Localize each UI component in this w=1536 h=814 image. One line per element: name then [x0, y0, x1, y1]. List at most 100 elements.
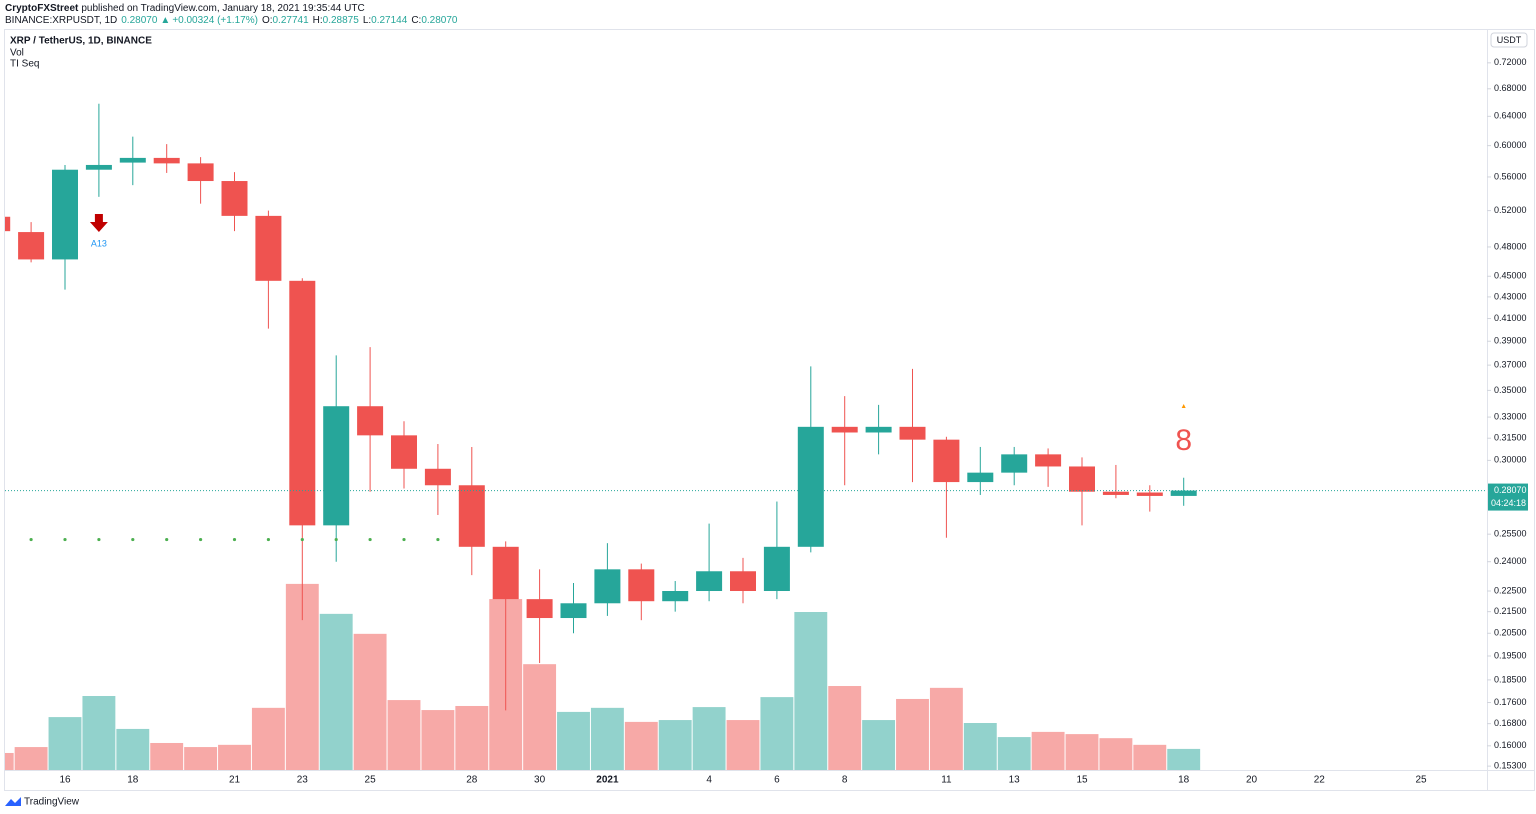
volume-bar — [387, 700, 421, 770]
candle-body — [1170, 490, 1197, 496]
sell-arrow — [89, 214, 108, 232]
td-support-dot — [266, 537, 270, 542]
x-tick-label: 20 — [1246, 775, 1258, 786]
volume-bar — [624, 721, 658, 770]
volume-bar — [14, 747, 48, 770]
candle-body — [1069, 466, 1095, 492]
candle-body — [5, 216, 11, 232]
y-tick-label: 0.45000 — [1494, 271, 1527, 281]
td-count-marker — [1181, 404, 1186, 408]
x-tick-label: 21 — [229, 775, 241, 786]
x-tick-label: 6 — [774, 775, 780, 786]
x-tick-label: 16 — [59, 775, 71, 786]
volume-bar — [184, 747, 218, 770]
y-tick-label: 0.16000 — [1494, 740, 1527, 750]
y-tick-label: 0.20500 — [1494, 628, 1527, 638]
candle-body — [119, 157, 146, 163]
candle-body — [357, 406, 384, 436]
quote-line: BINANCE:XRPUSDT, 1D 0.28070 ▲ +0.00324 (+1.… — [5, 15, 458, 26]
x-tick-label: 15 — [1076, 775, 1088, 786]
candle-body — [730, 571, 756, 592]
symbol: BINANCE:XRPUSDT, 1D — [5, 15, 117, 26]
volume-bar — [5, 752, 14, 770]
y-tick-label: 0.60000 — [1494, 140, 1527, 150]
legend-main: XRP / TetherUS, 1D, BINANCE — [10, 36, 152, 47]
td-support-dot — [300, 537, 304, 542]
x-tick-label: 18 — [1178, 775, 1190, 786]
y-tick-label: 0.56000 — [1494, 171, 1527, 181]
currency-box[interactable] — [1490, 32, 1528, 48]
y-tick-label: 0.72000 — [1494, 57, 1527, 67]
candle-body — [865, 426, 892, 433]
candle-body — [255, 215, 282, 281]
x-tick-label: 23 — [297, 775, 309, 786]
ohlc-label: H: — [313, 15, 323, 26]
td-signal-label: A13 — [91, 238, 107, 248]
volume-pane — [5, 583, 1201, 770]
candle-body — [187, 163, 214, 182]
ohlc-label: C: — [411, 15, 421, 26]
td-support-dot — [402, 537, 406, 542]
td-count: 8 — [1175, 424, 1192, 457]
candle-body — [831, 426, 858, 433]
volume-bar — [218, 744, 251, 770]
x-tick-label: 11 — [941, 775, 952, 786]
volume-bar — [523, 664, 557, 770]
candle-body — [526, 599, 553, 619]
y-tick-label: 0.18500 — [1494, 674, 1527, 684]
volume-bar — [353, 633, 387, 770]
candle-body — [560, 603, 587, 619]
td-support-dot — [97, 537, 101, 542]
currency: USDT — [1497, 35, 1522, 45]
legend-td: TI Seq — [10, 59, 39, 70]
y-tick-label: 0.37000 — [1494, 360, 1527, 370]
y-tick-label: 0.15300 — [1494, 761, 1527, 771]
x-tick-label: 25 — [365, 775, 377, 786]
logo-text: TradingView — [24, 797, 80, 808]
volume-bar — [251, 707, 285, 770]
candle-body — [1136, 492, 1163, 496]
y-tick-label: 0.24000 — [1494, 556, 1527, 566]
volume-bar — [896, 698, 929, 770]
td-support-dot — [63, 537, 67, 542]
candle-body — [696, 571, 723, 592]
change: +0.00324 (+1.17%) — [172, 15, 258, 26]
y-tick-label: 0.21500 — [1494, 606, 1527, 616]
y-tick-label: 0.31500 — [1494, 433, 1527, 443]
x-tick-label: 28 — [466, 775, 478, 786]
x-tick-label: 25 — [1415, 775, 1427, 786]
countdown: 04:24:18 — [1491, 498, 1526, 508]
td-support-dot — [29, 537, 33, 542]
volume-bar — [997, 737, 1031, 770]
ohlc-label: O: — [262, 15, 273, 26]
logo: TradingView — [5, 797, 80, 808]
volume-bar — [150, 742, 184, 770]
ohlc-value: 0.27741 — [273, 15, 310, 26]
candle-body — [52, 169, 78, 260]
td-support-dot — [199, 537, 203, 542]
legend-vol: Vol — [10, 48, 24, 59]
candle-body — [594, 569, 621, 604]
volume-bar — [319, 613, 353, 770]
volume-bar — [48, 717, 82, 770]
td-support-dot — [232, 537, 237, 542]
td-support-dot — [131, 537, 135, 542]
candle-body — [323, 406, 350, 526]
y-tick-label: 0.30000 — [1494, 455, 1527, 465]
y-tick-label: 0.41000 — [1494, 313, 1527, 323]
volume-bar — [590, 707, 624, 770]
y-tick-label: 0.33000 — [1494, 411, 1527, 421]
x-tick-label: 4 — [706, 775, 712, 786]
candle-body — [458, 485, 485, 547]
x-tick-label: 22 — [1314, 775, 1326, 786]
volume-bar — [929, 687, 963, 770]
last-price-box — [1488, 483, 1528, 511]
volume-bar — [794, 612, 828, 770]
x-tick-label: 18 — [127, 775, 139, 786]
candle-body — [662, 591, 689, 602]
y-tick-label: 0.16800 — [1494, 718, 1527, 728]
volume-bar — [1133, 744, 1167, 770]
volume-bar — [862, 720, 896, 770]
td-support-dot — [368, 537, 372, 542]
